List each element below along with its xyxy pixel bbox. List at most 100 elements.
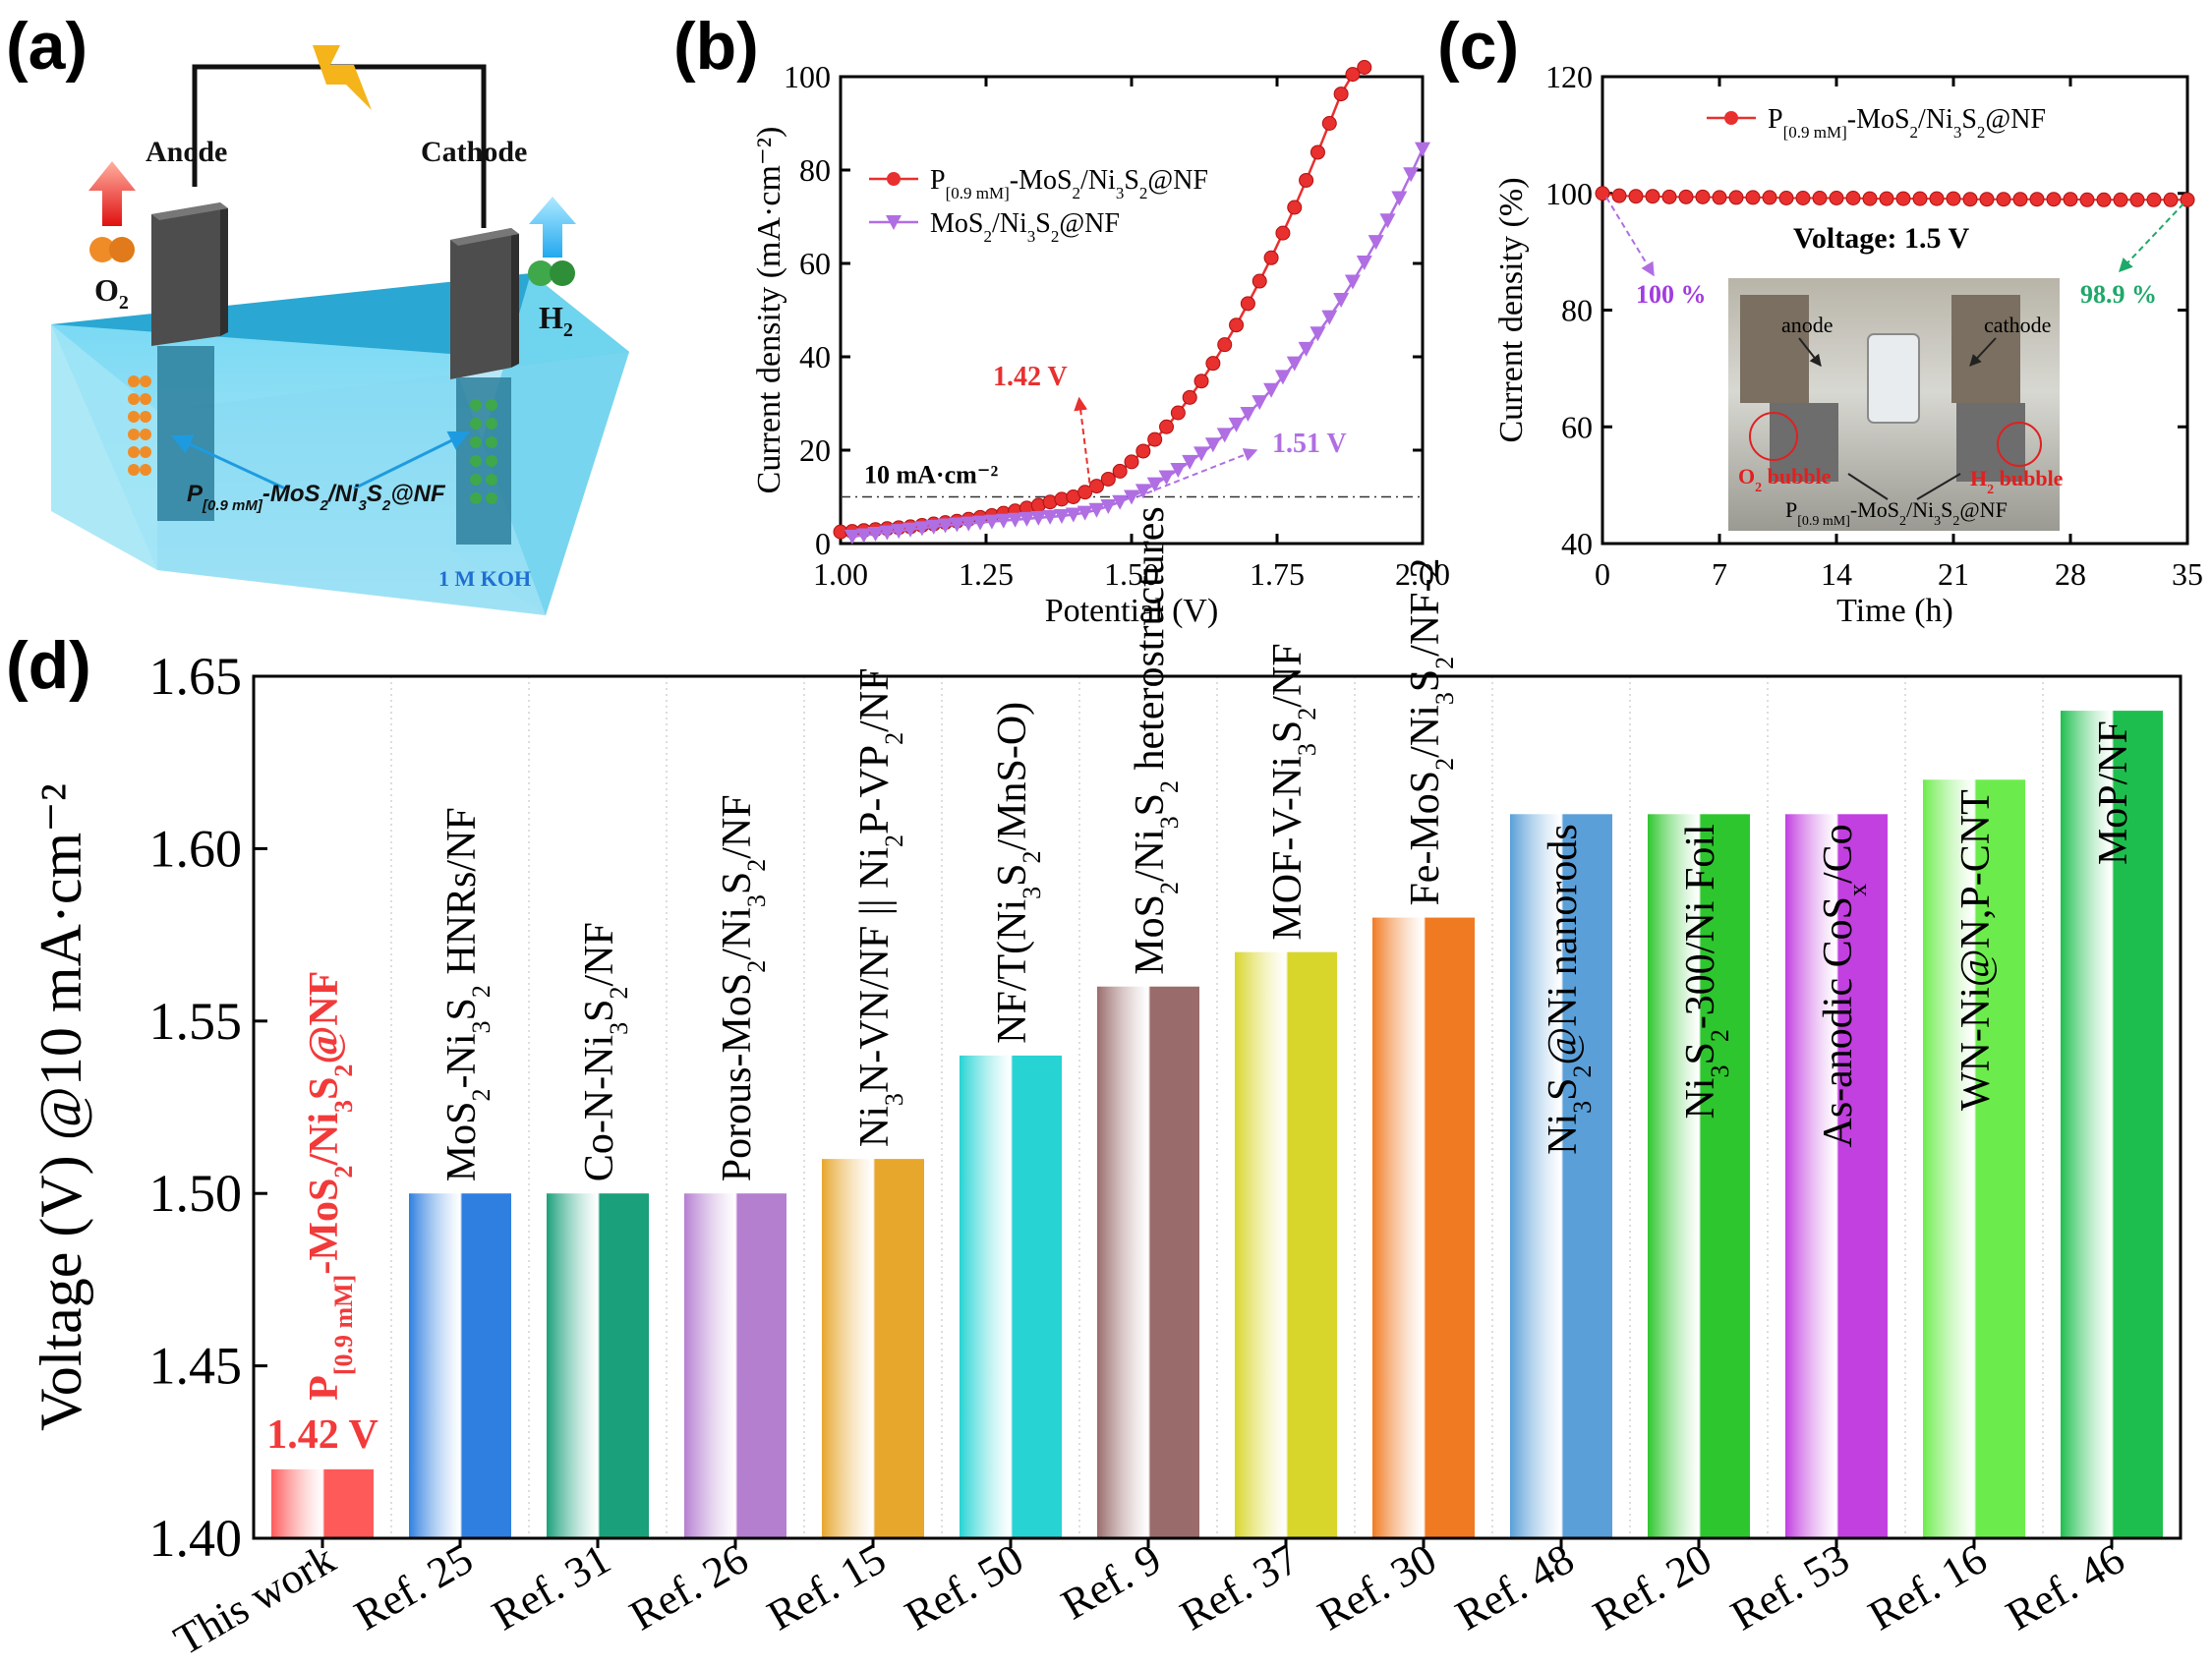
data-point <box>1159 419 1175 434</box>
data-point <box>1088 479 1104 494</box>
panel-label-a: (a) <box>6 9 87 84</box>
x-axis-title: Potential (V) <box>1045 593 1219 629</box>
x-tick-label: Ref. 15 <box>759 1534 894 1639</box>
annotation-arrow-1 <box>1074 396 1092 493</box>
data-point <box>1728 190 1744 205</box>
bar-label: P[0.9 mM]-MoS2/Ni3S2@NF <box>302 971 358 1401</box>
data-point <box>1298 341 1314 357</box>
data-point <box>1170 462 1187 478</box>
data-point <box>1216 428 1233 443</box>
x-tick-label: 21 <box>1938 556 1969 592</box>
inset-anode-arrow <box>1798 337 1822 367</box>
data-point <box>1310 326 1326 342</box>
inset-anode-clip <box>1740 295 1809 403</box>
anode-electrode <box>151 202 220 346</box>
h2-bubble <box>470 492 482 504</box>
o2-bubble <box>140 393 151 405</box>
data-point <box>1310 144 1325 160</box>
reference-line-label: 10 mA·cm⁻² <box>864 461 999 489</box>
data-point <box>1170 405 1186 421</box>
x-tick-label: 1.75 <box>1250 556 1305 592</box>
data-point <box>1357 60 1372 75</box>
legend-label: P[0.9 mM]-MoS2/Ni3S2@NF <box>930 165 1208 202</box>
data-point <box>937 518 954 534</box>
data-point <box>902 522 919 538</box>
x-tick-label: 1.50 <box>1104 556 1159 592</box>
bar-label: MoS2/Ni3S2 heterostructures <box>1128 506 1184 974</box>
data-point <box>1147 431 1163 447</box>
data-point <box>1829 191 1844 205</box>
h2-bubbles <box>470 399 497 504</box>
x-tick-label: 1.25 <box>959 556 1014 592</box>
o2-bubble <box>140 464 151 476</box>
data-point <box>1611 188 1627 203</box>
data-point <box>1286 356 1303 372</box>
data-point <box>1712 190 1727 205</box>
data-point <box>1379 213 1396 229</box>
x-tick-label: 28 <box>2055 556 2086 592</box>
data-point <box>1182 454 1198 470</box>
y-axis-title: Voltage (V) @10 mA·cm⁻² <box>29 783 93 1431</box>
data-point <box>1678 189 1694 204</box>
h2-bubble <box>470 455 482 467</box>
data-point <box>1112 463 1128 479</box>
plot-frame <box>252 674 2183 1540</box>
data-point <box>1745 190 1761 205</box>
data-point <box>1812 191 1828 205</box>
data-point <box>1287 200 1303 215</box>
data-point <box>1946 191 1961 206</box>
data-point <box>1333 293 1350 309</box>
y-tick-label: 100 <box>784 59 831 94</box>
data-point <box>2146 192 2162 207</box>
data-point <box>1912 191 1928 206</box>
electrolyzer-schematic: O2 H2 Anode Cathode P[0.9 mM]-MoS2/Ni3S2… <box>51 45 629 615</box>
start-annotation-arrow <box>1605 197 1655 277</box>
data-point <box>1879 191 1894 206</box>
y-tick-label: 1.65 <box>149 647 243 706</box>
x-tick-label: 2.00 <box>1395 556 1450 592</box>
x-tick-label: Ref. 48 <box>1447 1534 1582 1639</box>
data-point <box>2079 192 2095 207</box>
data-point <box>2113 192 2128 207</box>
legend-label: MoS2/Ni3S2@NF <box>930 208 1120 246</box>
data-point <box>1845 191 1861 205</box>
inset-o2-bubble-label: O2 bubble <box>1738 464 1832 495</box>
start-annotation-label: 100 % <box>1636 280 1707 309</box>
data-point <box>1299 172 1314 188</box>
panel-label-d: (d) <box>6 628 91 703</box>
data-point <box>1240 296 1255 312</box>
o2-bubble <box>140 411 151 423</box>
data-point <box>1274 370 1291 385</box>
y-tick-label: 0 <box>815 526 831 561</box>
x-tick-label: 7 <box>1712 556 1727 592</box>
cathode-label: Cathode <box>421 136 527 168</box>
bar-ref-31 <box>547 1193 649 1538</box>
x-tick-label: Ref. 37 <box>1172 1534 1307 1639</box>
inset-beaker <box>1867 333 1920 424</box>
data-point <box>1112 494 1129 510</box>
data-point <box>1228 417 1245 432</box>
data-point <box>1019 511 1035 527</box>
data-point <box>844 529 860 545</box>
data-point <box>1030 510 1047 526</box>
x-tick-label: 0 <box>1595 556 1610 592</box>
bar-ref-15 <box>822 1159 924 1538</box>
data-point <box>2129 192 2145 207</box>
data-point <box>2163 192 2179 207</box>
series-undoped <box>844 142 1430 545</box>
bar-ref-37 <box>1235 951 1337 1538</box>
h2-molecule <box>528 260 553 286</box>
bar-ref-26 <box>684 1193 786 1538</box>
data-point <box>1229 317 1245 333</box>
data-point <box>855 528 872 544</box>
bar-label: WN-Ni@N,P-CNT <box>1953 789 1999 1111</box>
data-point <box>1100 499 1117 514</box>
x-tick-label: Ref. 20 <box>1585 1534 1719 1639</box>
x-tick-label: Ref. 31 <box>484 1534 618 1639</box>
o2-molecule <box>89 237 115 262</box>
h2-bubble <box>486 418 497 430</box>
panel-label-c: (c) <box>1437 9 1519 84</box>
